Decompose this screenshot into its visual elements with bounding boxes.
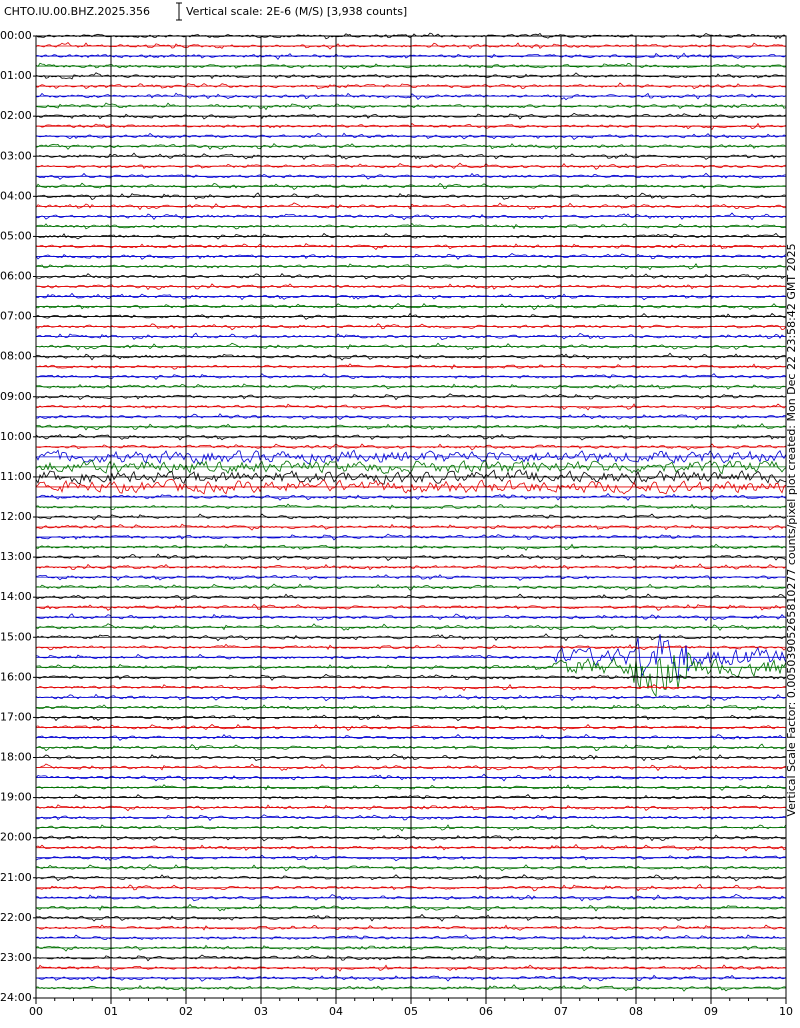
y-tick-label: 13:00 [0,550,32,563]
x-tick-label: 00 [29,1005,43,1018]
y-tick-label: 21:00 [0,871,32,884]
y-tick-label: 15:00 [0,630,32,643]
y-tick-label: 23:00 [0,951,32,964]
y-tick-label: 04:00 [0,189,32,202]
y-tick-label: 06:00 [0,270,32,283]
y-tick-label: 24:00 [0,991,32,1004]
y-tick-label: 00:00 [0,29,32,42]
y-tick-label: 09:00 [0,390,32,403]
y-tick-label: 12:00 [0,510,32,523]
y-tick-label: 03:00 [0,149,32,162]
y-tick-label: 02:00 [0,109,32,122]
scale-factor-note: Vertical Scale Factor: 0.005039052658102… [785,243,798,816]
x-tick-label: 03 [254,1005,268,1018]
y-tick-label: 19:00 [0,791,32,804]
x-tick-label: 06 [479,1005,493,1018]
x-tick-label: 08 [629,1005,643,1018]
station-title: CHTO.IU.00.BHZ.2025.356 [4,5,150,18]
y-tick-label: 08:00 [0,350,32,363]
y-tick-label: 22:00 [0,911,32,924]
y-tick-label: 17:00 [0,710,32,723]
x-tick-label: 02 [179,1005,193,1018]
y-tick-label: 18:00 [0,751,32,764]
x-tick-label: 05 [404,1005,418,1018]
x-tick-label: 10 [779,1005,793,1018]
x-tick-label: 09 [704,1005,718,1018]
x-tick-label: 07 [554,1005,568,1018]
x-tick-label: 01 [104,1005,118,1018]
y-tick-label: 16:00 [0,670,32,683]
y-tick-label: 10:00 [0,430,32,443]
x-tick-label: 04 [329,1005,343,1018]
y-tick-label: 20:00 [0,831,32,844]
y-tick-label: 14:00 [0,590,32,603]
y-tick-label: 11:00 [0,470,32,483]
y-tick-label: 07:00 [0,310,32,323]
y-tick-label: 05:00 [0,229,32,242]
y-tick-label: 01:00 [0,69,32,82]
vertical-scale: Vertical scale: 2E-6 (M/S) [3,938 counts… [186,5,407,18]
